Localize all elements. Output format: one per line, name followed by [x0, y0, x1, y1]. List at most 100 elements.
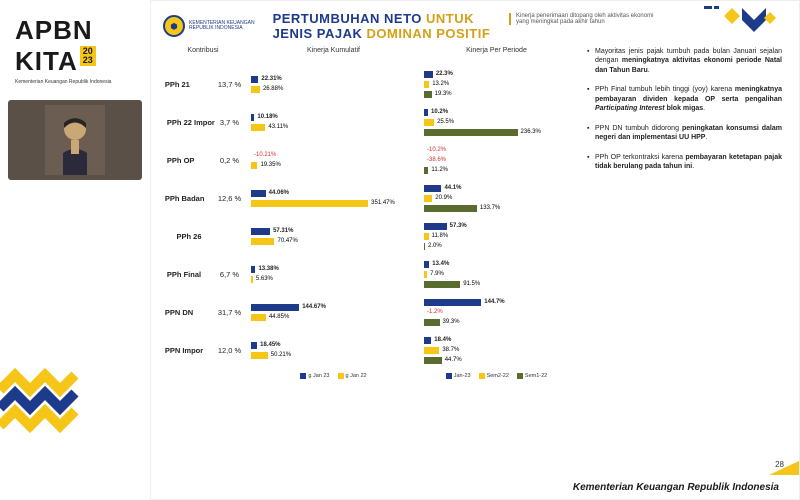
slide-header: ⬢ KEMENTERIAN KEUANGAN REPUBLIK INDONESI…: [151, 1, 799, 47]
tax-label: PPh 26: [177, 232, 225, 241]
corner-deco-icon: [704, 6, 784, 44]
bar-value-label: 11.8%: [432, 233, 449, 239]
bar-wrap: 13.4%: [424, 260, 569, 268]
bar-wrap: 22.31%: [251, 75, 416, 83]
bar-wrap: 13.38%: [251, 265, 416, 273]
bar: [424, 185, 441, 192]
bar-wrap: 44.1%: [424, 184, 569, 192]
bar-value-label: 2.0%: [428, 243, 442, 249]
bar-wrap: 50.21%: [251, 351, 416, 359]
bar-wrap: 10.18%: [251, 113, 416, 121]
bar-wrap: 18.4%: [424, 336, 569, 344]
bar: [424, 71, 433, 78]
mof-emblem-icon: ⬢: [163, 15, 185, 37]
legend-item: Jan-23: [446, 373, 471, 379]
bar: [251, 200, 368, 207]
kontrib-row: PPN DN31,7 %: [163, 293, 243, 331]
chart-row: 22.3% 13.2% 19.3%: [424, 65, 569, 103]
legend-label: Jan-23: [454, 373, 471, 379]
chart-row: 13.4% 7.9% 91.5%: [424, 255, 569, 293]
bar-value-label: 7.9%: [430, 271, 444, 277]
bar-value-label: 19.35%: [260, 162, 280, 168]
bar: [424, 261, 429, 268]
tax-label: PPN Impor: [165, 346, 213, 355]
chart-row: 57.3% 11.8% 2.0%: [424, 217, 569, 255]
page-root: APBN KITA 20 23 Kementerian Keuangan Rep…: [0, 0, 800, 500]
apbn-subtitle: Kementerian Keuangan Republik Indonesia: [15, 79, 140, 85]
kontrib-row: PPh 22 Impor3,7 %: [163, 103, 243, 141]
bar: [251, 276, 253, 283]
kontrib-row: PPh 2113,7 %: [163, 65, 243, 103]
bar-value-label: 22.3%: [436, 71, 453, 77]
bar-wrap: 57.3%: [424, 222, 569, 230]
bar: [251, 266, 255, 273]
tax-label: PPh Badan: [165, 194, 213, 203]
legend-periode: Jan-23Sem2-22Sem1-22: [424, 373, 569, 379]
bar-value-label: 38.7%: [442, 347, 459, 353]
bar-wrap: 144.67%: [251, 303, 416, 311]
tax-label: PPN DN: [165, 308, 213, 317]
legend-item: g Jan 23: [300, 373, 329, 379]
bar-wrap: 91.5%: [424, 280, 569, 288]
bar: [251, 304, 299, 311]
col-kumulatif: Kinerja Kumulatif 22.31%26.88%10.18%43.1…: [251, 47, 416, 379]
footer-bar: Kementerian Keuangan Republik Indonesia: [151, 475, 799, 499]
bar-value-label: 18.45%: [260, 342, 280, 348]
mof-text: KEMENTERIAN KEUANGAN REPUBLIK INDONESIA: [189, 21, 255, 32]
bar-wrap: 11.2%: [424, 166, 569, 174]
bar-wrap: 39.3%: [424, 318, 569, 326]
chart-row: 22.31%26.88%: [251, 65, 416, 103]
bar-wrap: 13.2%: [424, 80, 569, 88]
kontrib-value: 0,2 %: [220, 156, 239, 165]
legend-swatch: [446, 373, 452, 379]
bar: [424, 167, 428, 174]
bar: [424, 129, 518, 136]
bar-wrap: 11.8%: [424, 232, 569, 240]
bar-wrap: -1.2%: [424, 308, 569, 316]
col-kontribusi: Kontribusi PPh 2113,7 %PPh 22 Impor3,7 %…: [163, 47, 243, 379]
bullet-item: PPN DN tumbuh didorong peningkatan konsu…: [587, 124, 782, 143]
legend-swatch: [517, 373, 523, 379]
bar-wrap: 19.35%: [251, 161, 416, 169]
bar: [424, 205, 477, 212]
slide-title: PERTUMBUHAN NETO UNTUK JENIS PAJAK DOMIN…: [273, 11, 491, 41]
bar-value-label: 22.31%: [261, 76, 281, 82]
bar: [251, 342, 257, 349]
bar-wrap: 19.3%: [424, 90, 569, 98]
kontrib-row: PPN Impor12,0 %: [163, 331, 243, 369]
bar: [424, 347, 439, 354]
chart-row: 44.06%351.47%: [251, 179, 416, 217]
chart-row: -10.2%-38.6%11.2%: [424, 141, 569, 179]
chart-row: 10.2%25.5%236.3%: [424, 103, 569, 141]
chart-row: 18.4% 38.7% 44.7%: [424, 331, 569, 369]
bar: [251, 76, 258, 83]
legend-item: Sem1-22: [517, 373, 547, 379]
mof-logo: ⬢ KEMENTERIAN KEUANGAN REPUBLIK INDONESI…: [163, 11, 255, 41]
bar-wrap: 44.7%: [424, 356, 569, 364]
bar-wrap: 2.0%: [424, 242, 569, 250]
bullet-item: PPh Final tumbuh lebih tinggi (yoy) kare…: [587, 85, 782, 113]
kontrib-value: 3,7 %: [220, 118, 239, 127]
bar: [424, 243, 425, 250]
bar-value-label: 57.31%: [273, 228, 293, 234]
bar: [424, 281, 460, 288]
bar-value-label: 39.3%: [443, 319, 460, 325]
bar-wrap: 20.9%: [424, 194, 569, 202]
kontrib-row: PPh Badan12,6 %: [163, 179, 243, 217]
speaker-video: [8, 100, 142, 180]
bar: [424, 119, 434, 126]
kontrib-row: PPh OP0,2 %: [163, 141, 243, 179]
bar-value-label: 10.18%: [257, 114, 277, 120]
bullet-list: Mayoritas jenis pajak tumbuh pada bulan …: [577, 47, 787, 379]
left-column: APBN KITA 20 23 Kementerian Keuangan Rep…: [0, 0, 150, 500]
bullet-item: PPh OP terkontraksi karena pembayaran ke…: [587, 153, 782, 172]
bar: [424, 271, 427, 278]
kontrib-value: 13,7 %: [218, 80, 241, 89]
bar: [424, 91, 432, 98]
bar-wrap: 144.7%: [424, 298, 569, 306]
bar-wrap: 70.47%: [251, 237, 416, 245]
bar-wrap: -38.6%: [424, 156, 569, 164]
bar-wrap: -10.21%: [251, 151, 416, 159]
slide-body: Kontribusi PPh 2113,7 %PPh 22 Impor3,7 %…: [151, 47, 799, 389]
zigzag-deco-icon: [0, 350, 90, 440]
